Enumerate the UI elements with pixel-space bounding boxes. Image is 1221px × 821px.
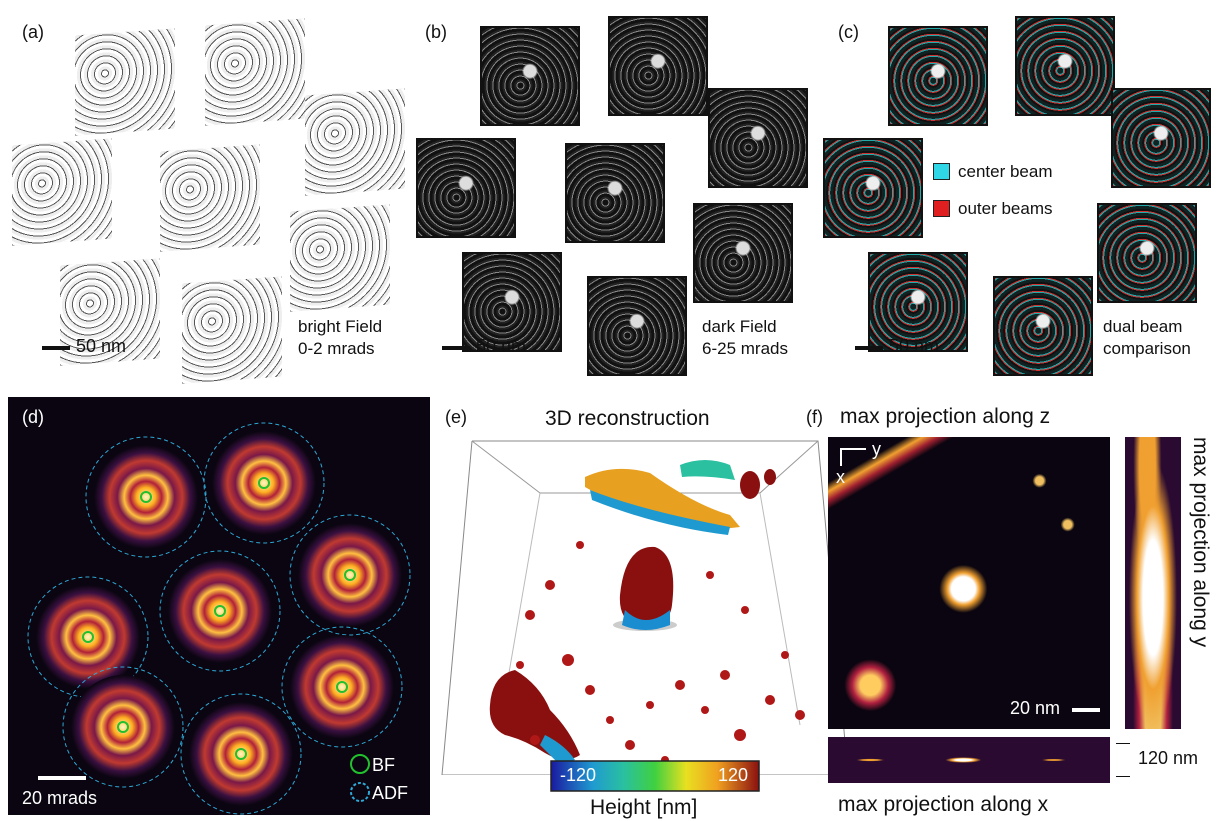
bf-tile-1 <box>75 28 175 136</box>
disk-8 <box>180 693 302 815</box>
bf-tile-3 <box>305 88 405 196</box>
bf-tile-6 <box>290 204 390 312</box>
bf-legend-icon <box>350 754 370 774</box>
thickness-label: 120 nm <box>1138 748 1199 768</box>
dual-tile-6 <box>868 252 968 352</box>
proj-y-image <box>1125 437 1181 729</box>
bf-tile-8 <box>182 276 282 384</box>
dual-tile-5 <box>1097 203 1197 303</box>
panel-b-scale-label: 50 nm <box>476 336 527 356</box>
df-tile-1 <box>480 26 580 126</box>
disk-1 <box>85 436 207 558</box>
panel-b-caption-1: dark Field <box>702 317 777 336</box>
colorbar-max: 120 <box>718 765 749 785</box>
df-tile-2 <box>608 16 708 116</box>
proj-z-image <box>828 437 1110 729</box>
disk-6 <box>281 626 403 748</box>
proj-x-title: max projection along x <box>838 793 1049 816</box>
axis-y-label: y <box>872 439 881 459</box>
panel-e-title: 3D reconstruction <box>545 407 710 430</box>
panel-a-caption-1: bright Field <box>298 317 383 336</box>
df-tile-8 <box>587 276 687 376</box>
thickness-bracket <box>1116 743 1130 777</box>
disk-2 <box>203 422 325 544</box>
outer-beams-label: outer beams <box>958 199 1053 218</box>
disk-5 <box>159 550 281 672</box>
panel-b-tag: (b) <box>425 22 447 42</box>
panel-f-scalebar <box>1072 708 1100 712</box>
panel-c-caption-1: dual beam <box>1103 317 1183 336</box>
scattered-particles <box>516 541 805 764</box>
df-tile-3 <box>708 88 808 188</box>
outer-beams-swatch <box>933 200 950 217</box>
panel-c-tag: (c) <box>838 22 859 42</box>
panel-f-tag: (f) <box>806 407 823 427</box>
panel-a-scalebar <box>42 346 70 350</box>
panel-c-scalebar <box>855 346 883 350</box>
panel-d-scale-label: 20 mrads <box>22 788 98 808</box>
df-tile-7 <box>462 252 562 352</box>
lower-left-cluster <box>489 670 580 765</box>
center-beam-label: center beam <box>958 162 1053 181</box>
df-tile-6 <box>693 203 793 303</box>
bf-tile-4 <box>12 138 112 246</box>
dual-tile-1 <box>888 26 988 126</box>
panel-d-scalebar <box>38 776 86 780</box>
adf-legend-icon <box>350 782 370 802</box>
axis-arrow-y <box>840 448 866 450</box>
center-beam-swatch <box>933 163 950 180</box>
reconstruction-3d <box>441 440 849 775</box>
dual-tile-7 <box>993 276 1093 376</box>
large-cluster <box>613 546 677 631</box>
adf-legend-label: ADF <box>372 783 408 803</box>
ridge-cluster <box>585 460 776 535</box>
axis-x-label: x <box>836 467 845 487</box>
dual-tile-2 <box>1015 16 1115 116</box>
disk-3 <box>289 514 411 636</box>
panel-e-tag: (e) <box>445 407 467 427</box>
bf-tile-2 <box>205 18 305 126</box>
axis-arrow-x <box>840 448 842 466</box>
bf-legend-label: BF <box>372 755 396 775</box>
diffraction-pattern <box>27 422 411 815</box>
dual-tile-3 <box>1111 88 1211 188</box>
panel-f-scale-label: 20 nm <box>1010 698 1061 718</box>
dual-tile-4 <box>823 138 923 238</box>
proj-z-title: max projection along z <box>840 405 1051 428</box>
bf-tile-5 <box>160 144 260 252</box>
panel-c-caption-2: comparison <box>1103 339 1191 358</box>
colorbar-min: -120 <box>560 765 597 785</box>
panel-b-scalebar <box>442 346 470 350</box>
panel-d-tag: (d) <box>22 407 44 427</box>
df-tile-4 <box>416 138 516 238</box>
panel-b-caption-2: 6-25 mrads <box>702 339 788 358</box>
panel-a-scale-label: 50 nm <box>76 336 127 356</box>
df-tile-5 <box>565 143 665 243</box>
height-colorbar <box>550 760 760 792</box>
disk-7 <box>62 666 184 788</box>
panel-a-caption-2: 0-2 mrads <box>298 339 375 358</box>
proj-x-image <box>828 737 1110 783</box>
colorbar-label: Height [nm] <box>590 796 698 819</box>
panel-c-scale-label: 50 nm <box>889 336 940 356</box>
proj-y-title: max projection along y <box>1189 437 1212 648</box>
panel-a-tag: (a) <box>22 22 44 42</box>
